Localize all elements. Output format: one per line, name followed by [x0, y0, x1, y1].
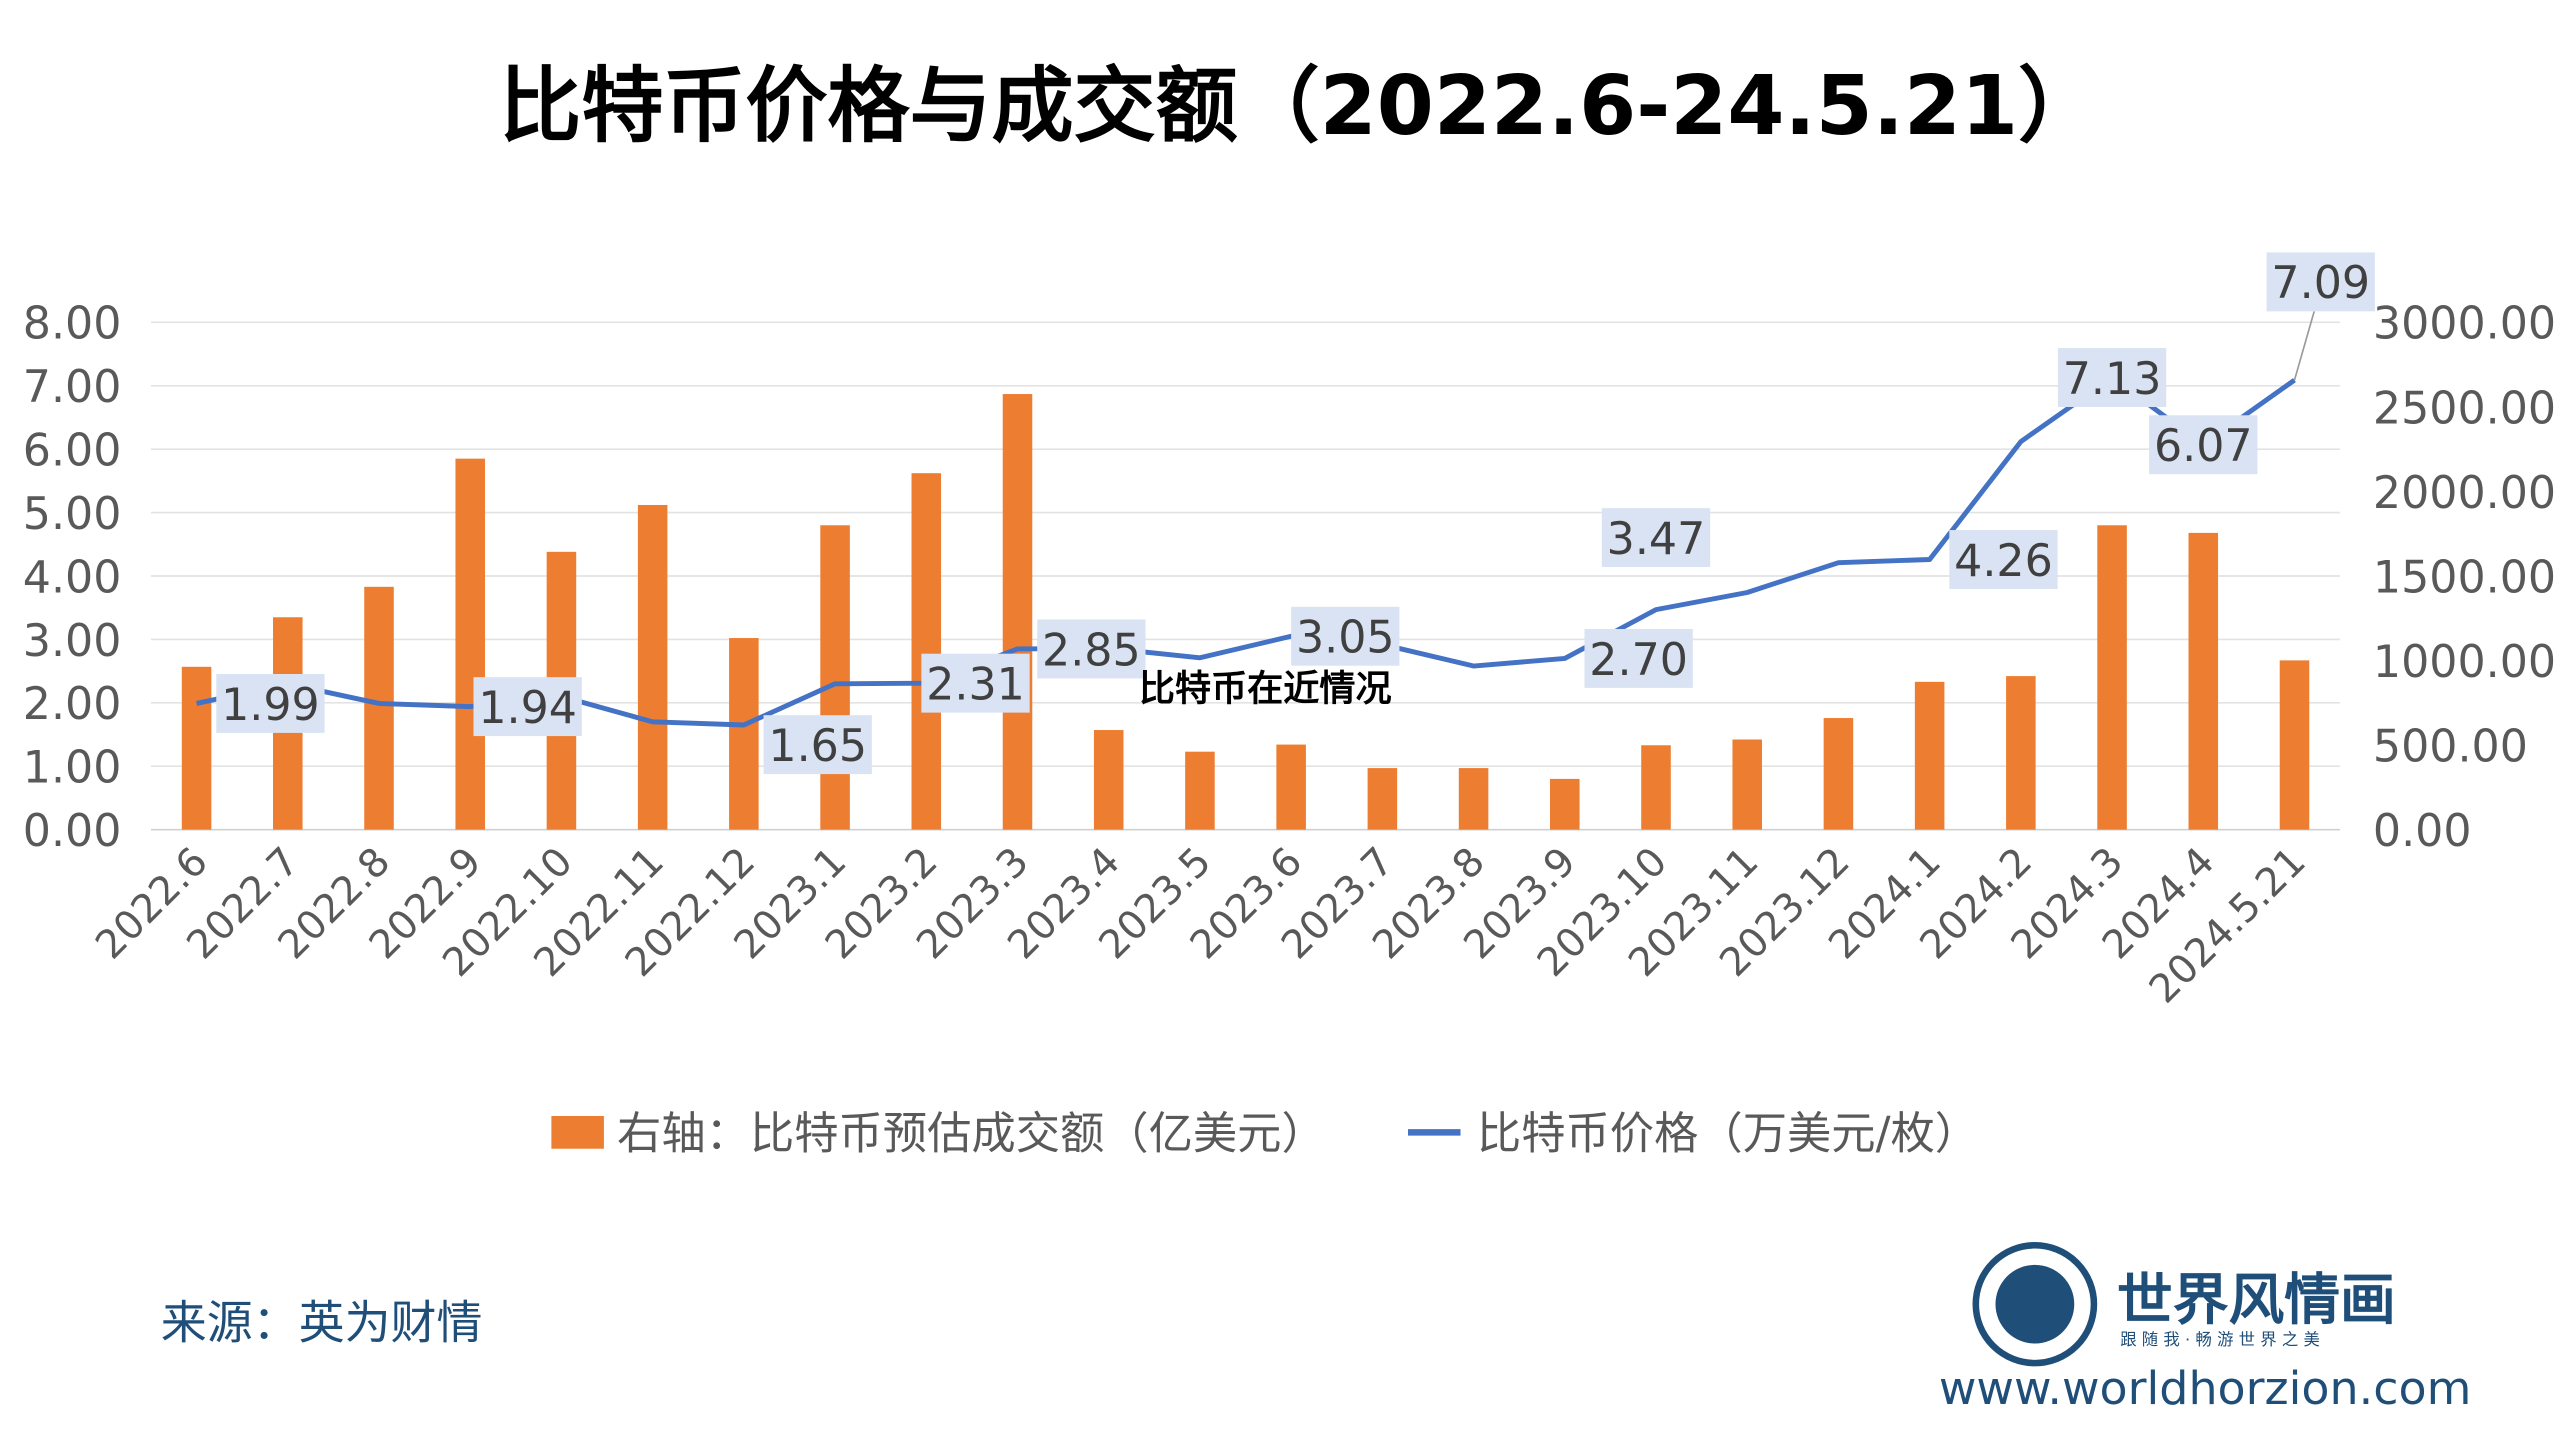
logo: 世界风情画 跟 随 我 · 畅 游 世 界 之 美 [1972, 1242, 2396, 1367]
bar [2188, 532, 2219, 830]
data-label: 6.07 [2154, 421, 2253, 472]
bar [820, 525, 850, 830]
overlay-text: 比特币在近情况 [1139, 667, 1392, 709]
data-label-box [2266, 252, 2375, 312]
data-label-box [1037, 619, 1146, 679]
data-label-box [1291, 606, 1400, 666]
bar [1458, 768, 1489, 830]
data-label: 2.70 [1589, 635, 1688, 686]
legend-label-bar: 右轴：比特币预估成交额（亿美元） [617, 1109, 1326, 1160]
legend[interactable]: 右轴：比特币预估成交额（亿美元） 比特币价格（万美元/枚） [551, 1109, 1979, 1160]
data-label: 7.13 [2063, 354, 2162, 405]
data-label-box [2149, 415, 2258, 475]
bar [637, 504, 668, 830]
legend-swatch-bar [551, 1116, 604, 1149]
bar [2006, 676, 2036, 830]
bar [1093, 730, 1124, 830]
left-tick-label: 1.00 [23, 743, 122, 794]
right-tick-label: 1500.00 [2373, 552, 2556, 603]
bar [455, 458, 485, 830]
leader-line [2293, 311, 2315, 381]
data-label: 3.05 [1296, 613, 1395, 664]
bar [364, 586, 394, 830]
data-label-box [763, 715, 872, 775]
bar [1367, 768, 1398, 830]
bar [1823, 718, 1854, 830]
left-tick-label: 6.00 [23, 426, 122, 477]
chart-title: 比特币价格与成交额（2022.6-24.5.21） [499, 59, 2100, 154]
source-text: 来源：英为财情 [161, 1296, 483, 1350]
bar [2279, 660, 2310, 830]
left-tick-label: 4.00 [23, 552, 122, 603]
bar [1732, 739, 1762, 830]
left-tick-label: 2.00 [23, 679, 122, 730]
data-label: 2.31 [926, 660, 1025, 711]
right-tick-label: 0.00 [2373, 806, 2472, 857]
left-tick-label: 8.00 [23, 299, 122, 350]
left-axis: 0.00 1.00 2.00 3.00 4.00 5.00 6.00 7.00 8.00 [23, 299, 122, 857]
data-label: 1.65 [768, 721, 867, 772]
x-axis: 2022.62022.72022.82022.92022.102022.1120… [88, 839, 2315, 1012]
data-label-box [1584, 628, 1693, 688]
left-tick-label: 3.00 [23, 616, 122, 667]
data-label-box [921, 653, 1030, 713]
bar [1185, 751, 1215, 830]
data-labels: 1.99 1.94 1.65 2.31 2.85 3.05 2.70 3.47 4.26 7.13… [216, 252, 2375, 775]
right-tick-label: 3000.00 [2373, 299, 2556, 350]
data-label-box [1601, 508, 1711, 568]
website-text: www.worldhorzion.com [1939, 1361, 2472, 1415]
bar [1914, 681, 1945, 830]
data-label: 3.47 [1607, 514, 1706, 565]
bar [181, 666, 212, 830]
bar [729, 638, 759, 830]
data-label: 4.26 [1954, 536, 2053, 587]
bar [911, 473, 942, 830]
logo-name: 世界风情画 [2117, 1268, 2396, 1333]
logo-slogan: 跟 随 我 · 畅 游 世 界 之 美 [2120, 1330, 2320, 1349]
left-tick-label: 0.00 [23, 806, 122, 857]
data-label-box [473, 677, 582, 737]
bar [2097, 525, 2127, 830]
data-label-box [1949, 530, 2058, 589]
data-label: 2.85 [1042, 625, 1141, 676]
data-label-box [216, 673, 325, 733]
data-label: 1.94 [478, 683, 577, 734]
left-tick-label: 5.00 [23, 489, 122, 540]
right-axis: 0.00 500.00 1000.00 1500.00 2000.00 2500.00 30… [2373, 299, 2556, 857]
bar [1276, 744, 1306, 830]
bar [1550, 778, 1580, 830]
legend-label-line: 比特币价格（万美元/枚） [1477, 1109, 1979, 1160]
right-tick-label: 500.00 [2373, 722, 2528, 773]
right-tick-label: 1000.00 [2373, 637, 2556, 688]
bar [1002, 394, 1033, 830]
data-label: 7.09 [2271, 258, 2370, 309]
bar-series [181, 394, 2310, 830]
right-tick-label: 2000.00 [2373, 468, 2556, 519]
data-label: 1.99 [221, 680, 320, 731]
data-label-box [2057, 348, 2167, 407]
globe-icon [1972, 1242, 2098, 1367]
right-tick-label: 2500.00 [2373, 383, 2556, 434]
bar [1641, 745, 1671, 830]
left-tick-label: 7.00 [23, 362, 122, 413]
